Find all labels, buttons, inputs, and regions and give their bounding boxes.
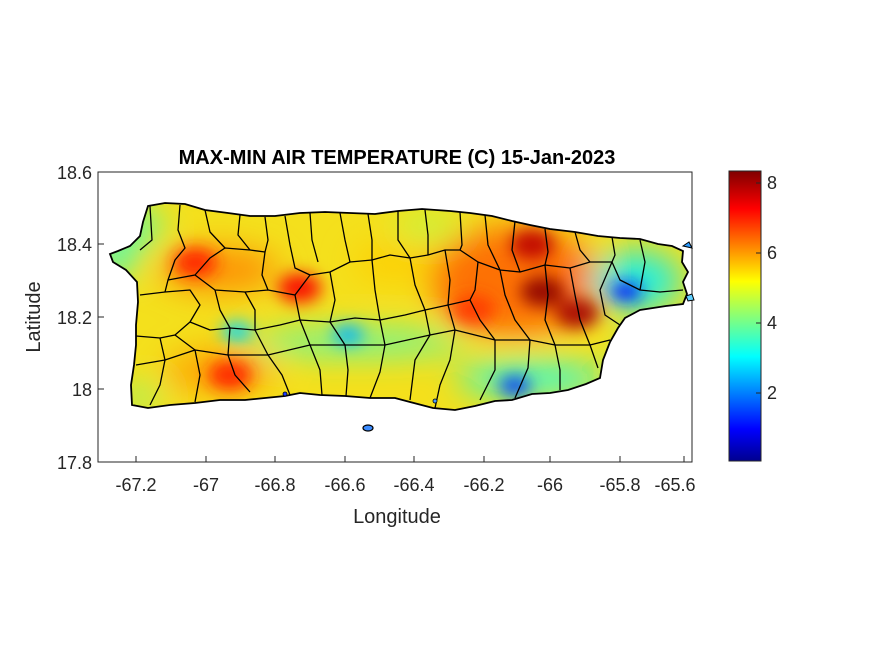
y-tick-label: 18.2 [57,308,92,328]
map-plot [97,171,695,463]
x-tick-label: -65.8 [599,475,640,495]
x-tick-label: -66 [537,475,563,495]
south-coast-islet [432,398,438,404]
colorbar: 8 6 4 2 [728,170,777,462]
x-axis-label: Longitude [353,506,441,528]
colorbar-tick-label: 2 [767,383,777,403]
colorbar-gradient [728,170,762,462]
hotspot [451,294,496,325]
hotspot [510,229,555,260]
municipality-boundaries [135,204,684,409]
temperature-band [393,216,463,237]
x-tick-label: -67.2 [115,475,156,495]
x-tick-label: -66.4 [393,475,434,495]
hotspot [208,360,252,390]
x-tick-label: -65.6 [654,475,695,495]
hotspot [173,247,218,278]
y-axis-label: Latitude [23,281,45,352]
temperature-band [591,250,682,311]
chart-title: MAX-MIN AIR TEMPERATURE (C) 15-Jan-2023 [179,147,616,169]
x-tick-label: -66.8 [254,475,295,495]
colorbar-tick-label: 6 [767,243,777,263]
pineros-islet [685,293,695,302]
south-coast-islet-2 [282,391,288,397]
coldspot [610,281,642,302]
y-tick-label: 18.4 [57,235,92,255]
caja-de-muertos-islet [362,424,374,432]
x-tick-label: -67 [193,475,219,495]
coldspot [332,325,365,346]
colorbar-tick-label: 8 [767,173,777,193]
x-tick-label: -66.6 [324,475,365,495]
y-tick-label: 18 [72,380,92,400]
temperature-band [110,241,136,277]
x-axis: -67.2 -67 -66.8 -66.6 -66.4 -66.2 -66 -6… [115,456,696,528]
temperature-band [353,242,434,283]
coldspot [220,321,253,342]
hotspot [520,276,565,307]
y-tick-label: 17.8 [57,453,92,473]
coldspot [498,375,531,396]
y-axis: 18.6 18.4 18.2 18 17.8 Latitude [23,163,104,473]
hotspot [555,298,600,329]
colorbar-tick-label: 4 [767,313,777,333]
x-tick-label: -66.2 [463,475,504,495]
y-tick-label: 18.6 [57,163,92,183]
cabras-islet [681,241,693,249]
